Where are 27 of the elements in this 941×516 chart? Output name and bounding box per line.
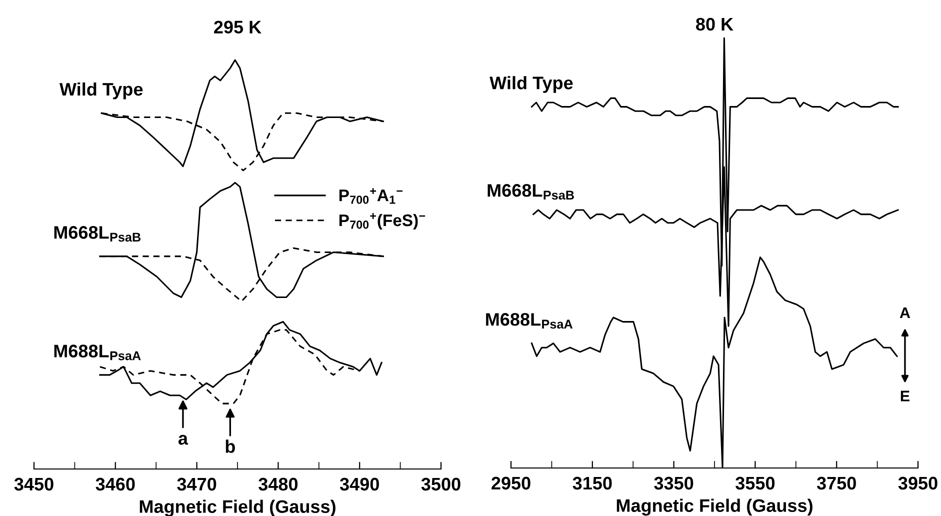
x-axis-title: Magnetic Field (Gauss) xyxy=(616,498,812,516)
x-tick-label: 3470 xyxy=(177,478,216,491)
legend-label: P$_{700}$$^{+}$A$_{1}$$^{−}$ xyxy=(339,188,403,204)
legend-label: P$_{700}$$^{+}$(FeS)$^{−}$ xyxy=(339,213,426,230)
chart-title: 295 K xyxy=(214,20,262,34)
annotation: M688L$_{PsaA}$ xyxy=(486,313,573,329)
x-tick-label: 3350 xyxy=(654,476,694,490)
x-tick-label: 3550 xyxy=(736,476,775,490)
x-tick-label: 3950 xyxy=(898,476,938,490)
annotation: E xyxy=(900,390,910,402)
annotation: A xyxy=(900,307,910,318)
x-tick-label: 3500 xyxy=(421,478,460,491)
x-tick-label: 2950 xyxy=(492,476,530,490)
annotation: Wild Type xyxy=(490,76,573,93)
chart-title: 80 K xyxy=(696,18,734,31)
x-tick-label: 3480 xyxy=(258,478,298,491)
annotation: M668L$_{PsaB}$ xyxy=(54,226,141,242)
annotation: a xyxy=(178,434,188,445)
x-tick-label: 3450 xyxy=(14,478,54,491)
x-tick-label: 3460 xyxy=(96,478,135,491)
x-tick-label: 3150 xyxy=(572,476,612,490)
x-tick-label: 3750 xyxy=(816,476,856,490)
annotation: M688L$_{PsaA}$ xyxy=(54,344,141,360)
annotation: M668L$_{PsaB}$ xyxy=(488,184,574,200)
annotation: b xyxy=(226,440,235,453)
x-tick-label: 3490 xyxy=(340,478,379,491)
annotation: Wild Type xyxy=(59,82,143,100)
